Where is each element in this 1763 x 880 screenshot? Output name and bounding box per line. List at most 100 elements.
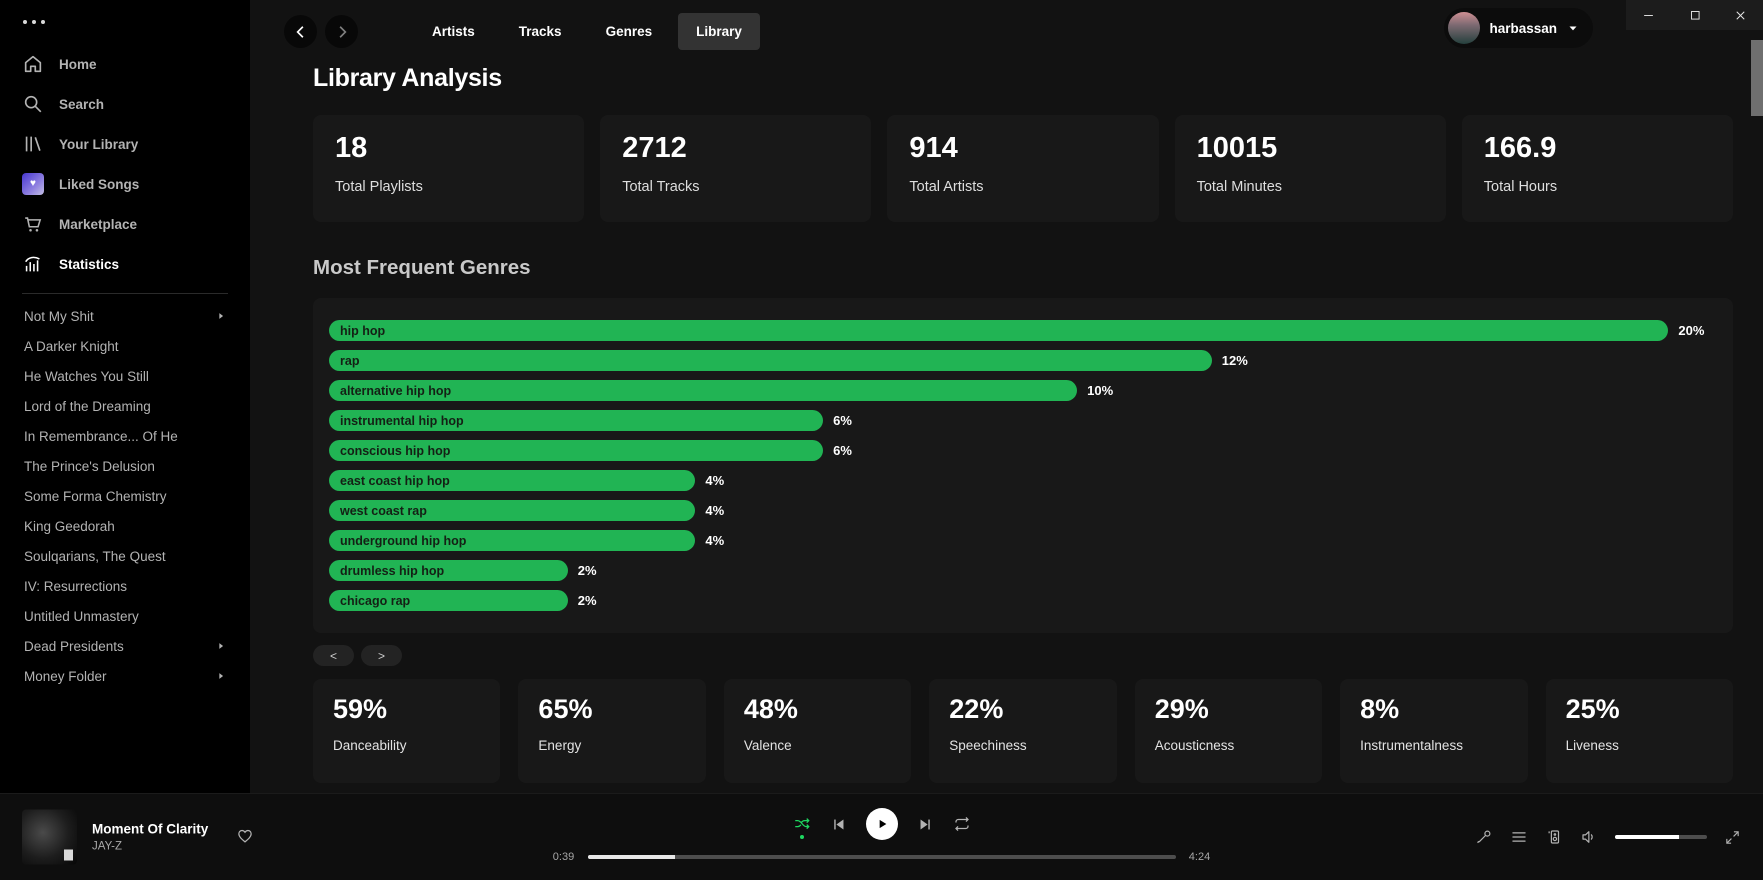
maximize-button[interactable] (1672, 0, 1718, 30)
track-title[interactable]: Moment Of Clarity (92, 821, 209, 837)
sidebar-playlist-item[interactable]: IV: Resurrections (0, 571, 250, 601)
progress-fill (587, 855, 675, 859)
queue-button[interactable] (1510, 828, 1528, 846)
sidebar-item-your-library[interactable]: Your Library (0, 124, 250, 164)
previous-button[interactable] (830, 816, 847, 833)
genre-percent: 4% (705, 503, 725, 518)
maximize-icon (1690, 11, 1700, 20)
genre-bar[interactable]: alternative hip hop (329, 380, 1078, 401)
sidebar-item-home[interactable]: Home (0, 44, 250, 84)
stat-label: Total Minutes (1196, 179, 1283, 195)
genre-percent: 12% (1221, 353, 1248, 368)
forward-button[interactable] (325, 15, 358, 48)
shuffle-active-dot (799, 835, 804, 839)
volume-button[interactable] (1580, 828, 1598, 846)
nav-tab[interactable]: Library (678, 13, 760, 50)
nav-tab[interactable]: Artists (414, 13, 493, 50)
sidebar-item-liked-songs[interactable]: ♥ Liked Songs (0, 164, 250, 204)
sidebar-item-search[interactable]: Search (0, 84, 250, 124)
sidebar-playlist-item[interactable]: In Remembrance... Of He (0, 421, 250, 451)
genre-percent: 4% (705, 473, 725, 488)
playlist-name: Not My Shit (24, 308, 94, 324)
sidebar-playlist-item[interactable]: Not My Shit (0, 301, 250, 331)
genres-section-title: Most Frequent Genres (313, 256, 531, 279)
playlist-name: Lord of the Dreaming (24, 398, 151, 414)
feature-card: 29% Acousticness (1134, 679, 1323, 783)
genre-bar[interactable]: instrumental hip hop (329, 410, 824, 431)
play-button[interactable] (865, 808, 898, 840)
sidebar-playlist-item[interactable]: King Geedorah (0, 511, 250, 541)
sidebar-playlist-item[interactable]: A Darker Knight (0, 331, 250, 361)
next-button[interactable] (917, 816, 934, 833)
sidebar-playlist-item[interactable]: The Prince's Delusion (0, 451, 250, 481)
connect-device-button[interactable] (1545, 828, 1563, 846)
feature-value: 59% (333, 694, 388, 724)
stat-card: 914 Total Artists (887, 115, 1159, 222)
chevron-left-icon (295, 25, 303, 38)
sidebar-item-marketplace[interactable]: Marketplace (0, 204, 250, 244)
lyrics-button[interactable] (1475, 828, 1493, 846)
feature-value: 29% (1154, 694, 1209, 724)
feature-card: 22% Speechiness (929, 679, 1117, 783)
audio-features: 59% Danceability 65% Energy 48% Valence … (313, 679, 1733, 783)
genre-label: hip hop (340, 323, 386, 338)
genre-label: underground hip hop (340, 533, 467, 548)
feature-card: 8% Instrumentalness (1340, 679, 1528, 783)
genre-bar[interactable]: east coast hip hop (329, 470, 696, 491)
next-icon (920, 819, 930, 829)
mic-lyrics-icon (1477, 830, 1491, 844)
repeat-button[interactable] (953, 815, 971, 833)
genre-bar[interactable]: hip hop (329, 320, 1669, 341)
genre-label: rap (340, 353, 360, 368)
playlist-name: IV: Resurrections (24, 578, 128, 594)
sidebar-playlist-item[interactable]: Some Forma Chemistry (0, 481, 250, 511)
feature-value: 25% (1565, 694, 1620, 724)
playlist-name: In Remembrance... Of He (24, 428, 178, 444)
genre-bar[interactable]: west coast rap (329, 500, 696, 521)
feature-card: 65% Energy (518, 679, 706, 783)
sidebar-playlist-item[interactable]: Money Folder (0, 661, 250, 691)
back-button[interactable] (284, 15, 317, 48)
sidebar-item-statistics[interactable]: Statistics (0, 244, 250, 284)
page-prev-button[interactable]: < (313, 645, 354, 666)
scrollbar-thumb[interactable] (1751, 40, 1763, 116)
sidebar-playlist-item[interactable]: Dead Presidents (0, 631, 250, 661)
feature-label: Danceability (333, 738, 407, 753)
app-menu-icon[interactable] (0, 10, 250, 44)
volume-slider[interactable] (1615, 835, 1707, 839)
feature-value: 8% (1360, 694, 1400, 724)
sidebar-playlist-item[interactable]: Soulqarians, The Quest (0, 541, 250, 571)
minimize-icon (1644, 14, 1654, 16)
sidebar-playlist-item[interactable]: Lord of the Dreaming (0, 391, 250, 421)
progress-bar[interactable] (587, 855, 1176, 859)
fullscreen-button[interactable] (1724, 829, 1741, 846)
main-panel: Artists Tracks Genres Library harbassan Lib… (250, 0, 1763, 793)
sidebar-divider (22, 293, 228, 294)
genre-bar-row: alternative hip hop 10% (329, 380, 1717, 401)
chevron-right-icon (339, 25, 347, 38)
album-art[interactable] (22, 809, 77, 865)
genre-bar[interactable]: drumless hip hop (329, 560, 568, 581)
nav-tab[interactable]: Genres (588, 13, 671, 50)
track-artist[interactable]: JAY-Z (92, 840, 123, 853)
genre-bar[interactable]: chicago rap (329, 590, 568, 611)
sidebar-playlist-item[interactable]: Untitled Unmastery (0, 601, 250, 631)
shuffle-button[interactable] (793, 815, 811, 839)
stat-card: 10015 Total Minutes (1174, 115, 1446, 222)
library-stats: 18 Total Playlists 2712 Total Tracks 914… (313, 115, 1733, 222)
sidebar-playlist-item[interactable]: He Watches You Still (0, 361, 250, 391)
like-track-button[interactable] (236, 827, 254, 848)
genre-bar[interactable]: conscious hip hop (329, 440, 824, 461)
genre-bar[interactable]: underground hip hop (329, 530, 696, 551)
close-button[interactable] (1717, 0, 1763, 30)
sidebar-item-label: Liked Songs (59, 176, 140, 192)
user-menu[interactable]: harbassan (1444, 8, 1593, 48)
page-next-button[interactable]: > (361, 645, 402, 666)
genre-bar[interactable]: rap (329, 350, 1212, 371)
player-right-controls (1475, 828, 1741, 846)
feature-value: 48% (743, 694, 798, 724)
sidebar-playlist-list: Not My Shit A Darker Knight He Watches Y… (0, 301, 250, 691)
nav-tab[interactable]: Tracks (501, 13, 580, 50)
minimize-button[interactable] (1626, 0, 1672, 30)
volume-fill (1615, 835, 1680, 839)
